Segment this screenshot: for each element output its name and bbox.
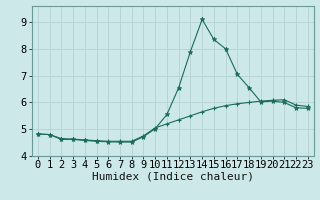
X-axis label: Humidex (Indice chaleur): Humidex (Indice chaleur) xyxy=(92,172,254,182)
